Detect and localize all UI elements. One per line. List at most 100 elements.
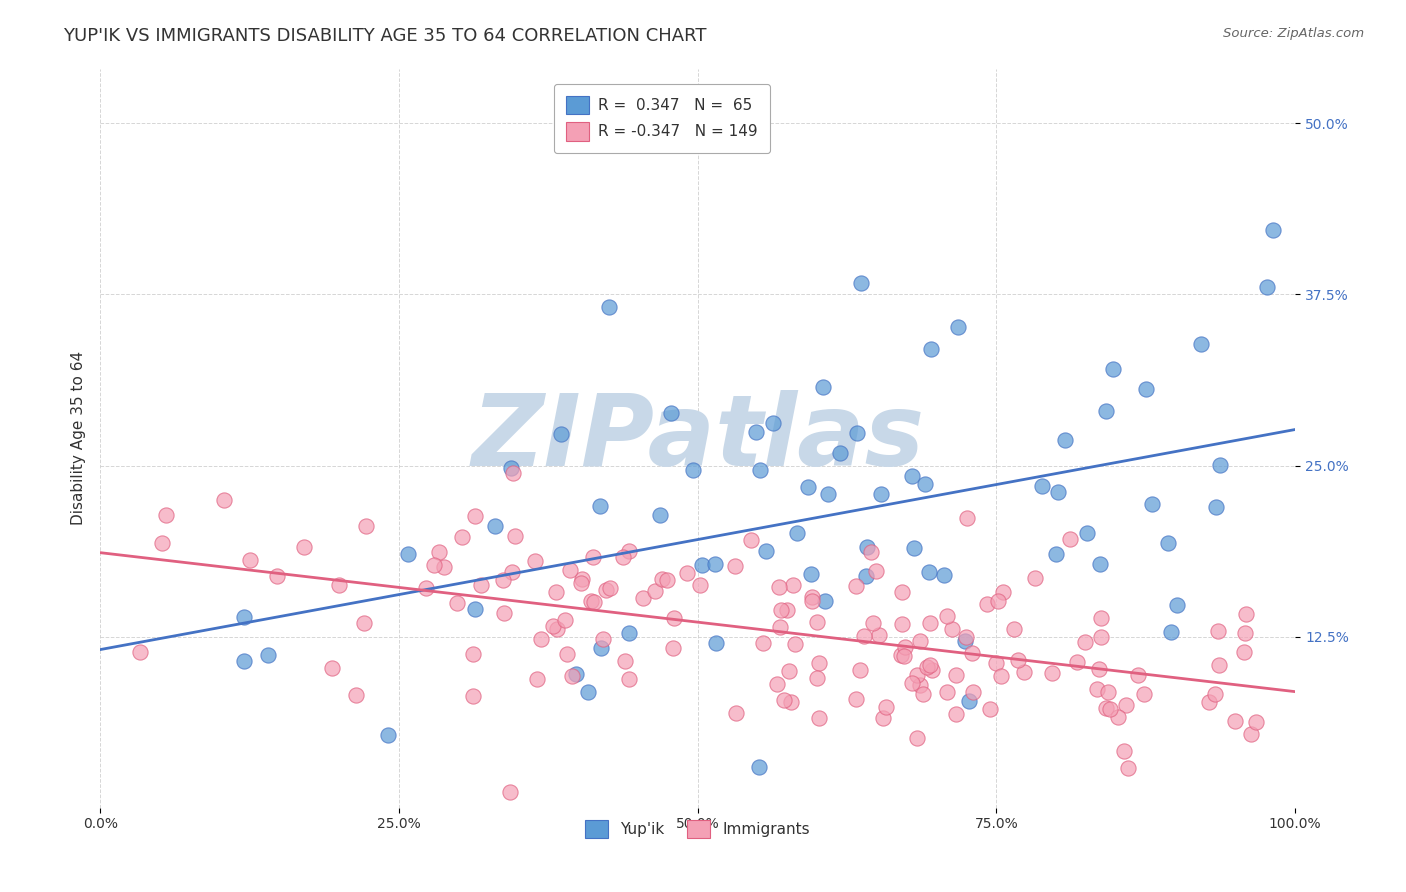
Point bbox=[1135, 383, 1157, 397]
Point bbox=[962, 646, 984, 660]
Point bbox=[755, 543, 778, 558]
Point bbox=[344, 688, 367, 702]
Point bbox=[155, 508, 177, 522]
Point bbox=[266, 569, 288, 583]
Point bbox=[1088, 662, 1111, 676]
Point bbox=[814, 594, 837, 608]
Point bbox=[576, 685, 599, 699]
Point bbox=[1160, 625, 1182, 640]
Point bbox=[1076, 526, 1098, 541]
Point bbox=[894, 640, 917, 654]
Point bbox=[890, 584, 912, 599]
Point bbox=[740, 533, 762, 548]
Point bbox=[422, 558, 444, 572]
Point bbox=[987, 594, 1010, 608]
Point bbox=[599, 581, 621, 595]
Point bbox=[956, 511, 979, 525]
Point bbox=[872, 711, 894, 725]
Point bbox=[648, 508, 671, 523]
Point bbox=[849, 276, 872, 290]
Point bbox=[1066, 656, 1088, 670]
Point bbox=[1045, 547, 1067, 561]
Point bbox=[1047, 485, 1070, 500]
Point bbox=[934, 568, 956, 582]
Point bbox=[893, 648, 915, 663]
Point bbox=[806, 615, 828, 629]
Point bbox=[565, 667, 588, 681]
Point bbox=[554, 613, 576, 627]
Point bbox=[451, 530, 474, 544]
Point bbox=[1097, 685, 1119, 699]
Point bbox=[945, 707, 967, 722]
Point bbox=[704, 557, 727, 571]
Point bbox=[890, 648, 912, 663]
Point bbox=[1133, 687, 1156, 701]
Point bbox=[776, 603, 799, 617]
Point bbox=[1198, 695, 1220, 709]
Point bbox=[807, 711, 830, 725]
Point bbox=[579, 594, 602, 608]
Point bbox=[856, 541, 879, 555]
Point bbox=[461, 690, 484, 704]
Point bbox=[903, 541, 925, 555]
Point bbox=[745, 425, 768, 440]
Point bbox=[232, 610, 254, 624]
Point bbox=[1059, 532, 1081, 546]
Point bbox=[690, 558, 713, 572]
Point bbox=[1031, 479, 1053, 493]
Point bbox=[1140, 497, 1163, 511]
Point bbox=[725, 706, 748, 721]
Point bbox=[377, 728, 399, 742]
Point bbox=[256, 648, 278, 662]
Point bbox=[1112, 744, 1135, 758]
Point bbox=[651, 572, 673, 586]
Point bbox=[918, 615, 941, 630]
Point bbox=[212, 493, 235, 508]
Point bbox=[1204, 687, 1226, 701]
Point bbox=[427, 545, 450, 559]
Point bbox=[546, 622, 568, 636]
Point bbox=[1256, 279, 1278, 293]
Point bbox=[589, 499, 612, 513]
Point bbox=[962, 685, 984, 699]
Point bbox=[1095, 701, 1118, 715]
Point bbox=[766, 677, 789, 691]
Point bbox=[501, 460, 523, 475]
Point bbox=[682, 463, 704, 477]
Point bbox=[619, 626, 641, 640]
Point bbox=[1054, 433, 1077, 447]
Point bbox=[676, 566, 699, 580]
Point bbox=[592, 632, 614, 647]
Point bbox=[870, 487, 893, 501]
Point bbox=[1209, 458, 1232, 473]
Point bbox=[918, 657, 941, 672]
Point bbox=[546, 585, 568, 599]
Point bbox=[150, 536, 173, 550]
Point bbox=[353, 616, 375, 631]
Point bbox=[849, 664, 872, 678]
Point bbox=[614, 654, 637, 668]
Point bbox=[505, 529, 527, 543]
Point bbox=[911, 687, 934, 701]
Point bbox=[1189, 336, 1212, 351]
Point bbox=[464, 508, 486, 523]
Point bbox=[955, 630, 977, 644]
Point bbox=[555, 647, 578, 661]
Text: Source: ZipAtlas.com: Source: ZipAtlas.com bbox=[1223, 27, 1364, 40]
Point bbox=[1208, 658, 1230, 673]
Point bbox=[128, 645, 150, 659]
Point bbox=[782, 578, 804, 592]
Point bbox=[853, 629, 876, 643]
Point bbox=[446, 595, 468, 609]
Point bbox=[957, 694, 980, 708]
Point bbox=[900, 676, 922, 690]
Point bbox=[845, 692, 868, 706]
Point bbox=[875, 700, 897, 714]
Point bbox=[617, 673, 640, 687]
Point bbox=[768, 581, 790, 595]
Point bbox=[502, 466, 524, 480]
Point bbox=[936, 609, 959, 624]
Point bbox=[1116, 761, 1139, 775]
Point bbox=[945, 667, 967, 681]
Point bbox=[1234, 607, 1257, 621]
